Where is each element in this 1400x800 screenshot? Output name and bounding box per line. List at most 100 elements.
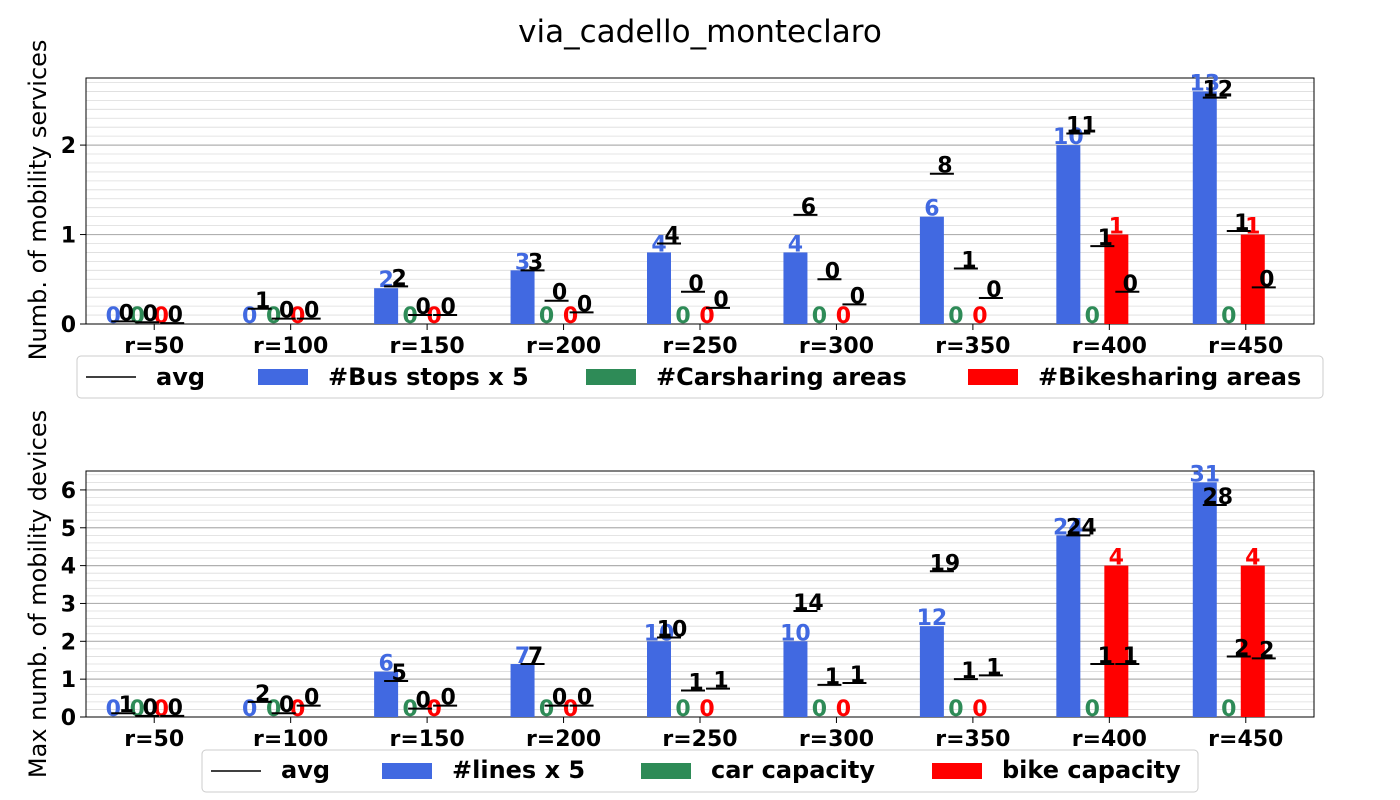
legend-swatch xyxy=(641,763,691,779)
legend-entry: #lines x 5 xyxy=(452,756,585,784)
bar-value-label: 0 xyxy=(699,697,714,722)
avg-value-label: 1 xyxy=(986,655,1001,680)
bar-value-label: 0 xyxy=(948,304,963,329)
y-tick-label: 4 xyxy=(61,555,76,580)
legend-swatch xyxy=(932,763,982,779)
legend-entry: #Bus stops x 5 xyxy=(328,363,529,391)
bar-value-label: 0 xyxy=(563,304,578,329)
avg-value-label: 0 xyxy=(552,281,567,306)
y-tick-label: 5 xyxy=(61,517,76,542)
bar-value-label: 0 xyxy=(242,697,257,722)
bar-value-label: 0 xyxy=(1085,697,1100,722)
bar-value-label: 12 xyxy=(917,606,948,631)
bar-value-label: 0 xyxy=(812,697,827,722)
bar-value-label: 10 xyxy=(780,621,811,646)
bar-value-label: 0 xyxy=(426,697,441,722)
bar-bike xyxy=(1240,234,1265,324)
avg-value-label: 1 xyxy=(255,289,270,314)
bar-value-label: 0 xyxy=(812,304,827,329)
bar-value-label: 13 xyxy=(1189,71,1220,96)
avg-value-label: 10 xyxy=(657,618,688,643)
legend-swatch xyxy=(968,369,1018,385)
avg-value-label: 19 xyxy=(930,551,961,576)
bar-value-label: 0 xyxy=(266,697,281,722)
bar-value-label: 4 xyxy=(1245,546,1260,571)
avg-value-label: 0 xyxy=(440,686,455,711)
bar-value-label: 0 xyxy=(675,697,690,722)
legend-entry: avg xyxy=(156,363,205,391)
avg-value-label: 4 xyxy=(664,223,679,248)
bar-value-label: 0 xyxy=(242,304,257,329)
avg-value-label: 0 xyxy=(304,686,319,711)
bar-bus xyxy=(647,252,671,324)
avg-value-label: 7 xyxy=(528,644,543,669)
avg-value-label: 0 xyxy=(850,284,865,309)
x-tick-label: r=300 xyxy=(799,334,874,359)
bar-value-label: 6 xyxy=(924,197,939,222)
avg-value-label: 0 xyxy=(304,299,319,324)
y-tick-label: 0 xyxy=(61,313,76,338)
bar-bus xyxy=(1056,145,1081,324)
x-tick-label: r=450 xyxy=(1208,334,1283,359)
bar-value-label: 10 xyxy=(644,621,675,646)
x-tick-label: r=350 xyxy=(935,334,1010,359)
avg-value-label: 1 xyxy=(1098,226,1113,251)
x-tick-label: r=450 xyxy=(1208,727,1283,752)
avg-value-label: 6 xyxy=(801,195,816,220)
x-tick-label: r=100 xyxy=(253,727,328,752)
y-tick-label: 2 xyxy=(61,134,76,159)
avg-value-label: 0 xyxy=(986,278,1001,303)
avg-value-label: 1 xyxy=(713,669,728,694)
y-tick-label: 6 xyxy=(61,479,76,504)
bar-value-label: 4 xyxy=(788,232,803,257)
avg-value-label: 1 xyxy=(1234,211,1249,236)
legend-swatch xyxy=(382,763,432,779)
bar-bus xyxy=(919,216,944,324)
avg-value-label: 0 xyxy=(415,689,430,714)
bar-value-label: 4 xyxy=(651,232,666,257)
x-tick-label: r=200 xyxy=(526,334,601,359)
legend-entry: bike capacity xyxy=(1002,756,1181,784)
avg-value-label: 1 xyxy=(825,665,840,690)
avg-value-label: 0 xyxy=(143,302,158,327)
bar-value-label: 0 xyxy=(290,304,305,329)
y-axis-label: Numb. of mobility services xyxy=(24,40,52,361)
x-tick-label: r=50 xyxy=(124,727,184,752)
bar-value-label: 1 xyxy=(1109,215,1124,240)
avg-value-label: 0 xyxy=(415,295,430,320)
bar-value-label: 0 xyxy=(266,304,281,329)
bar-bus xyxy=(1192,91,1217,324)
avg-value-label: 8 xyxy=(937,154,952,179)
bar-bus xyxy=(783,252,808,324)
x-tick-label: r=250 xyxy=(662,334,737,359)
bar-value-label: 0 xyxy=(1221,304,1236,329)
x-tick-label: r=300 xyxy=(799,727,874,752)
avg-value-label: 2 xyxy=(1234,636,1249,661)
legend-box xyxy=(201,749,1199,793)
x-tick-label: r=50 xyxy=(124,334,184,359)
avg-value-label: 1 xyxy=(850,663,865,688)
x-tick-label: r=400 xyxy=(1072,334,1147,359)
avg-value-label: 0 xyxy=(279,693,294,718)
avg-value-label: 0 xyxy=(688,272,703,297)
bar-value-label: 1 xyxy=(1245,215,1260,240)
y-tick-label: 3 xyxy=(61,592,76,617)
bar-value-label: 0 xyxy=(675,304,690,329)
avg-value-label: 3 xyxy=(528,250,543,275)
bar-value-label: 0 xyxy=(836,304,851,329)
bar-value-label: 0 xyxy=(539,697,554,722)
bar-value-label: 0 xyxy=(1221,697,1236,722)
chart-title: via_cadello_monteclaro xyxy=(518,14,882,50)
bar-value-label: 0 xyxy=(972,697,987,722)
bar-bus xyxy=(647,641,671,717)
avg-value-label: 0 xyxy=(119,301,134,326)
bar-bus xyxy=(510,664,535,717)
bar-bus xyxy=(374,288,399,324)
avg-value-label: 0 xyxy=(279,299,294,324)
avg-value-label: 1 xyxy=(119,693,134,718)
bar-value-label: 0 xyxy=(1085,304,1100,329)
y-tick-label: 2 xyxy=(61,630,76,655)
x-tick-label: r=150 xyxy=(390,727,465,752)
y-tick-label: 1 xyxy=(61,668,76,693)
